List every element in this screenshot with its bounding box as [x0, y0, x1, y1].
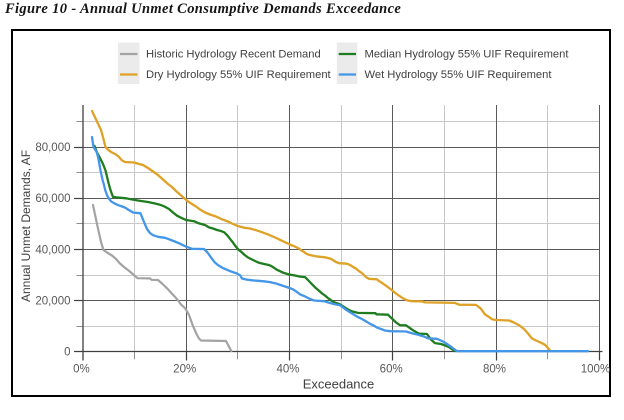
svg-text:60%: 60%: [380, 364, 403, 376]
svg-text:Dry Hydrology 55% UIF Requirem: Dry Hydrology 55% UIF Requirement: [146, 69, 332, 81]
svg-text:Historic Hydrology Recent Dema: Historic Hydrology Recent Demand: [146, 49, 321, 61]
svg-text:60,000: 60,000: [35, 193, 70, 205]
svg-text:80%: 80%: [483, 364, 506, 376]
svg-text:Annual Unmet Demands, AF: Annual Unmet Demands, AF: [19, 150, 33, 302]
svg-text:40,000: 40,000: [35, 244, 70, 256]
svg-text:80,000: 80,000: [35, 142, 70, 154]
svg-text:Median Hydrology 55% UIF Requi: Median Hydrology 55% UIF Requirement: [365, 49, 570, 61]
svg-text:20,000: 20,000: [35, 295, 70, 307]
svg-text:40%: 40%: [276, 364, 299, 376]
svg-text:Exceedance: Exceedance: [303, 377, 375, 392]
svg-text:0: 0: [64, 347, 70, 359]
svg-text:100%: 100%: [581, 364, 610, 376]
svg-text:0%: 0%: [73, 364, 90, 376]
svg-text:20%: 20%: [173, 364, 196, 376]
svg-text:Wet Hydrology 55% UIF Requirem: Wet Hydrology 55% UIF Requirement: [365, 69, 553, 81]
